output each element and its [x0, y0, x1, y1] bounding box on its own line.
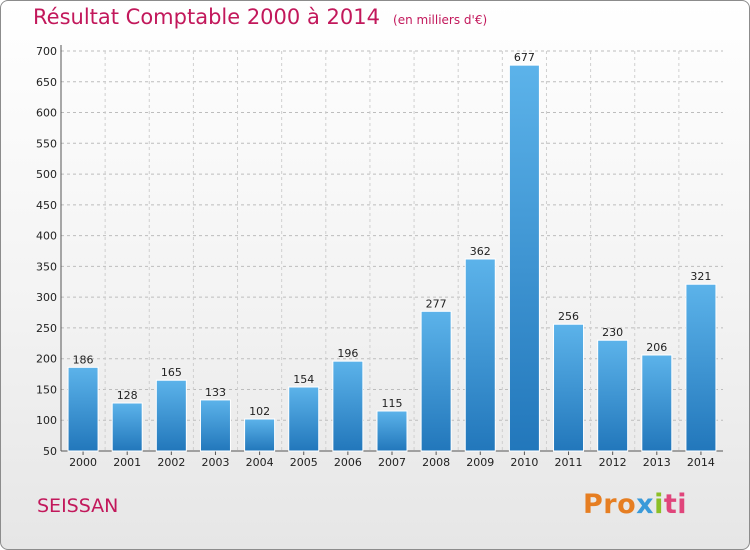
y-tick-label-250: 250 — [36, 322, 57, 335]
y-tick-label-500: 500 — [36, 168, 57, 181]
bar-2013 — [641, 354, 673, 452]
x-tick-label-2001: 2001 — [113, 456, 141, 469]
value-label-2001: 128 — [117, 389, 138, 402]
x-tick-label-2004: 2004 — [246, 456, 274, 469]
logo-part-1: Pro — [583, 489, 637, 520]
x-tick-label-2014: 2014 — [687, 456, 715, 469]
bar-2004 — [244, 418, 276, 452]
y-tick-label-100: 100 — [36, 414, 57, 427]
title-row: Résultat Comptable 2000 à 2014 (en milli… — [33, 5, 487, 29]
bar-2009 — [464, 258, 496, 452]
logo-part-2: x — [636, 489, 655, 520]
y-tick-label-50: 50 — [43, 445, 57, 458]
x-tick-label-2007: 2007 — [378, 456, 406, 469]
bar-2002 — [155, 379, 187, 452]
value-label-2003: 133 — [205, 386, 226, 399]
bar-2012 — [597, 339, 629, 452]
y-tick-label-150: 150 — [36, 383, 57, 396]
bar-2005 — [288, 386, 320, 452]
value-label-2008: 277 — [426, 297, 447, 310]
x-tick-label-2005: 2005 — [290, 456, 318, 469]
bar-2011 — [553, 323, 585, 452]
value-label-2012: 230 — [602, 326, 623, 339]
y-tick-label-350: 350 — [36, 260, 57, 273]
y-tick-label-200: 200 — [36, 353, 57, 366]
value-label-2004: 102 — [249, 405, 270, 418]
logo-part-3: i — [654, 489, 664, 520]
value-label-2006: 196 — [337, 347, 358, 360]
value-label-2009: 362 — [470, 245, 491, 258]
value-label-2013: 206 — [646, 341, 667, 354]
y-tick-label-300: 300 — [36, 291, 57, 304]
y-tick-label-550: 550 — [36, 137, 57, 150]
value-label-2002: 165 — [161, 366, 182, 379]
x-tick-label-2000: 2000 — [69, 456, 97, 469]
x-tick-label-2013: 2013 — [643, 456, 671, 469]
y-tick-label-450: 450 — [36, 199, 57, 212]
value-label-2010: 677 — [514, 51, 535, 64]
y-tick-label-600: 600 — [36, 107, 57, 120]
value-label-2014: 321 — [690, 270, 711, 283]
x-tick-label-2011: 2011 — [555, 456, 583, 469]
chart-title: Résultat Comptable 2000 à 2014 — [33, 5, 380, 29]
bar-2008 — [420, 310, 452, 452]
bar-2010 — [508, 64, 540, 452]
bar-2007 — [376, 410, 408, 452]
x-tick-label-2002: 2002 — [157, 456, 185, 469]
bar-2001 — [111, 402, 143, 452]
y-tick-label-700: 700 — [36, 45, 57, 58]
bar-2006 — [332, 360, 364, 452]
commune-name: SEISSAN — [37, 495, 119, 517]
bar-2003 — [199, 399, 231, 452]
x-tick-label-2006: 2006 — [334, 456, 362, 469]
chart-subtitle: (en milliers d'€) — [393, 13, 488, 27]
labels: 50 100 150 200 250 300 350 400 450 500 550 600 650 70… — [36, 45, 715, 469]
x-tick-label-2010: 2010 — [510, 456, 538, 469]
value-label-2005: 154 — [293, 373, 314, 386]
y-tick-label-650: 650 — [36, 76, 57, 89]
y-tick-label-400: 400 — [36, 230, 57, 243]
bar-2014 — [685, 283, 717, 452]
value-label-2007: 115 — [382, 397, 403, 410]
value-label-2000: 186 — [73, 353, 94, 366]
x-tick-label-2012: 2012 — [599, 456, 627, 469]
logo-part-4: ti — [663, 489, 688, 520]
value-label-2011: 256 — [558, 310, 579, 323]
x-tick-label-2003: 2003 — [201, 456, 229, 469]
bar-2000 — [67, 366, 99, 452]
x-tick-label-2009: 2009 — [466, 456, 494, 469]
x-tick-label-2008: 2008 — [422, 456, 450, 469]
proxiti-logo[interactable]: Proxiti — [583, 489, 687, 520]
bars — [67, 64, 717, 452]
